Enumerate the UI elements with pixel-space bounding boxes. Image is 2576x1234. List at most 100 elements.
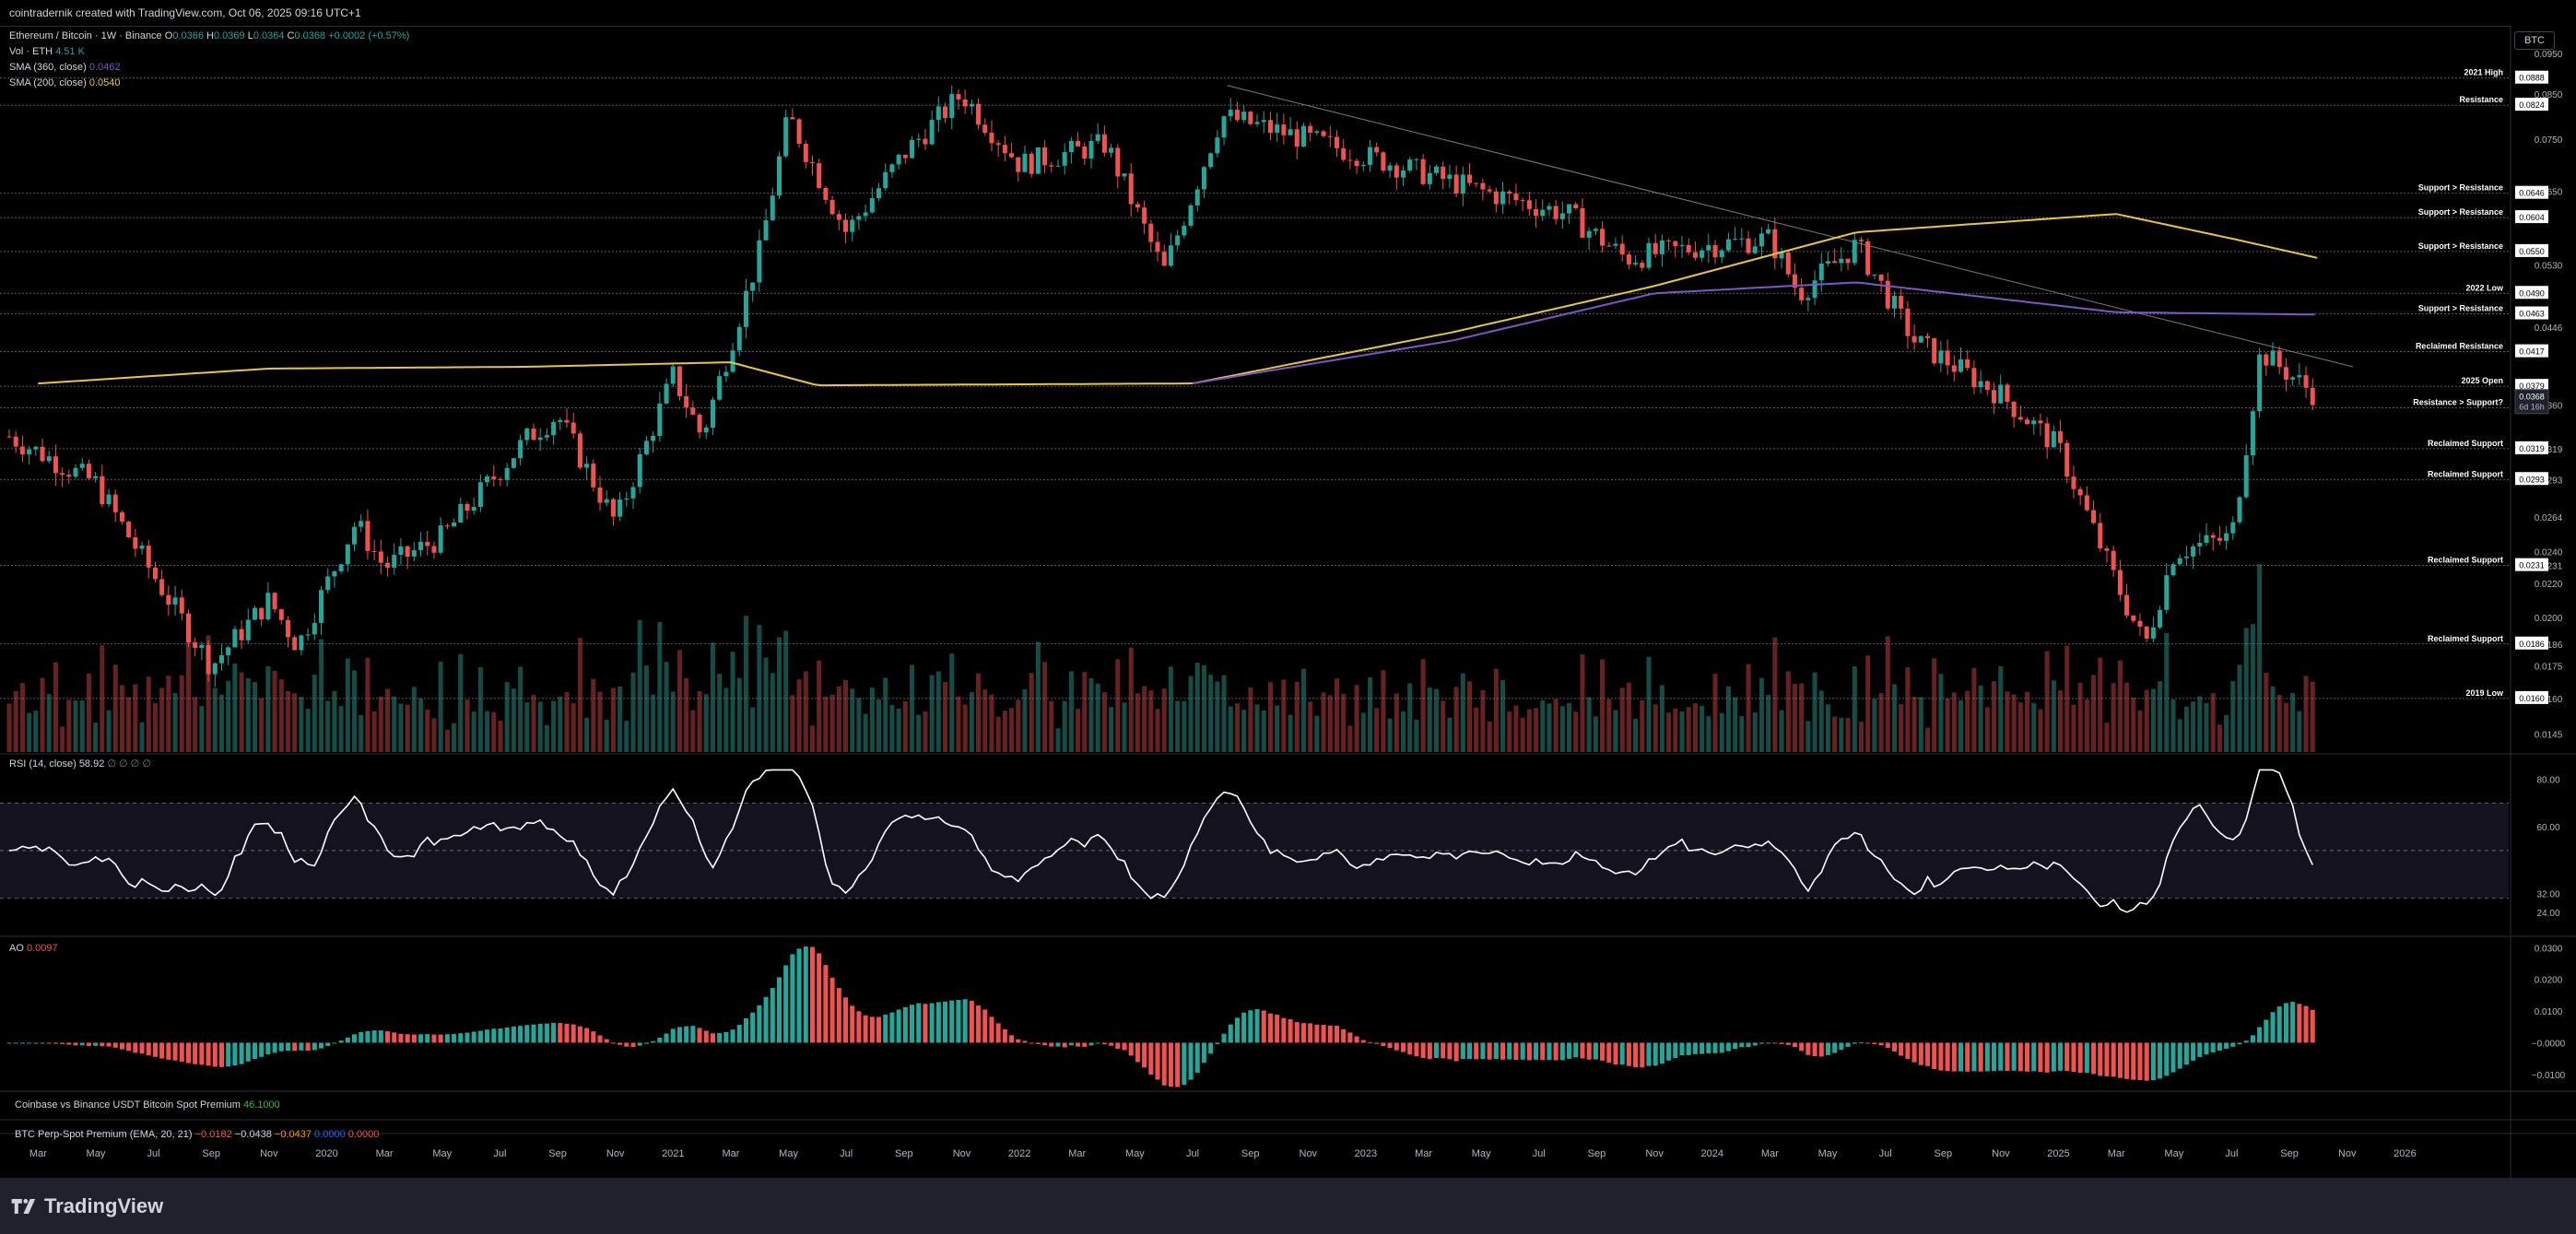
symbol-title[interactable]: Ethereum / Bitcoin · 1W · Binance [9, 30, 162, 41]
volume-bar [2144, 689, 2149, 752]
ao-bar [352, 1034, 358, 1043]
y-tick-label: 0.0231 [2535, 562, 2563, 572]
volume-bar [1646, 656, 1652, 752]
ao-bar [1288, 1018, 1293, 1043]
candle-body [790, 117, 795, 120]
volume-bar [119, 685, 124, 752]
ao-bar [2310, 1009, 2315, 1043]
volume-bar [1453, 687, 1459, 752]
volume-bar [750, 707, 756, 752]
ao-bar [278, 1042, 284, 1052]
candle-body [1254, 122, 1260, 124]
candle-body [19, 446, 25, 455]
ao-bar [1540, 1042, 1546, 1061]
ao-bar [717, 1032, 723, 1043]
candle-body [193, 642, 198, 648]
candle-body [597, 487, 603, 503]
candle-body [1779, 253, 1784, 259]
ao-bar [1354, 1036, 1359, 1043]
candle-body [2197, 543, 2203, 546]
volume-bar [723, 688, 729, 752]
sma360-legend[interactable]: SMA (360, close) 0.0462 [9, 62, 120, 73]
volume-bar [2264, 672, 2269, 752]
ao-bar [809, 946, 816, 1043]
ao-bar [902, 1006, 908, 1043]
price-chart-svg[interactable]: Mar May Jul Sep Nov 2020 Mar May Jul Sep Nov 2021 Ma… [0, 26, 2576, 1178]
tradingview-logo[interactable]: TradingView [11, 1194, 163, 1218]
volume-bar [743, 616, 748, 752]
volume-bar [1812, 672, 1817, 752]
volume-bar [2117, 660, 2123, 752]
perp-v1: −0.0182 [194, 1129, 232, 1140]
ao-bar [2230, 1042, 2236, 1047]
volume-bar [1659, 685, 1664, 752]
x-tick-label: Mar [1415, 1148, 1432, 1159]
volume-bar [1215, 681, 1220, 752]
ao-bar [1706, 1042, 1711, 1053]
candle-body [1839, 258, 1844, 264]
level-price-text: 0.0550 [2519, 247, 2545, 256]
volume-bar [318, 639, 324, 752]
tradingview-logo-icon [11, 1199, 36, 1214]
volume-bar [338, 706, 344, 752]
candle-body [1958, 358, 1964, 372]
sma200-legend[interactable]: SMA (200, close) 0.0540 [9, 77, 120, 88]
volume-bar [1839, 717, 1844, 752]
volume-bar [776, 637, 782, 752]
candle-body [1208, 153, 1214, 168]
ao-bar [452, 1033, 457, 1043]
rsi-legend[interactable]: RSI (14, close) 58.92 ∅ ∅ ∅ ∅ [9, 758, 151, 770]
volume-bar [1002, 711, 1007, 752]
candle-body [2051, 430, 2056, 448]
volume-bar [1228, 706, 1233, 752]
premium-legend[interactable]: Coinbase vs Binance USDT Bitcoin Spot Pr… [15, 1099, 280, 1111]
x-tick-label: Mar [376, 1148, 394, 1159]
volume-legend[interactable]: Vol · ETH 4.51 K [9, 46, 85, 57]
candle-body [1474, 182, 1479, 184]
currency-button[interactable]: BTC [2514, 31, 2555, 50]
ao-bar [332, 1042, 337, 1044]
candle-body [1188, 205, 1194, 226]
x-tick-label: Nov [953, 1148, 971, 1159]
candle-body [2204, 535, 2209, 544]
candle-body [591, 464, 596, 488]
candle-body [1865, 241, 1871, 276]
sma200-label: SMA (200, close) [9, 77, 87, 88]
level-price-box [2515, 70, 2548, 84]
candle-body [1234, 110, 1240, 121]
candle-body [206, 644, 211, 675]
candle-body [935, 106, 941, 121]
premium-label: Coinbase vs Binance USDT Bitcoin Spot Pr… [15, 1099, 241, 1111]
candle-body [2183, 556, 2189, 558]
candle-body [1785, 253, 1791, 275]
candle-body [796, 119, 802, 144]
ao-bar [2303, 1005, 2309, 1043]
volume-bar [218, 694, 224, 752]
candle-body [2071, 476, 2076, 489]
perp-v2: −0.0438 [234, 1129, 272, 1140]
volume-bar [199, 706, 205, 752]
candle-body [2264, 354, 2269, 366]
ao-bar [232, 1042, 238, 1066]
sma200-value: 0.0540 [88, 77, 121, 88]
candle-body [112, 494, 118, 512]
volume-bar [159, 688, 165, 752]
candle-body [577, 433, 582, 468]
ao-legend[interactable]: AO 0.0097 [9, 943, 58, 954]
candle-body [1725, 239, 1731, 251]
candle-body [1646, 242, 1652, 268]
volume-bar [511, 688, 516, 752]
candle-body [1109, 147, 1114, 153]
level-price-box [2515, 98, 2548, 112]
volume-bar [551, 700, 557, 752]
candle-body [1002, 145, 1007, 154]
chart-area[interactable]: Mar May Jul Sep Nov 2020 Mar May Jul Sep Nov 2021 Ma… [0, 26, 2576, 1178]
ao-bar [1965, 1042, 1970, 1072]
sma200-line [38, 213, 2318, 387]
level-price-text: 0.0463 [2519, 310, 2545, 319]
perp-legend[interactable]: BTC Perp-Spot Premium (EMA, 20, 21) −0.0… [15, 1129, 379, 1140]
ao-bar [1414, 1042, 1419, 1057]
ao-bar [1878, 1042, 1884, 1046]
candle-body [1746, 238, 1751, 253]
volume-bar [272, 670, 277, 752]
